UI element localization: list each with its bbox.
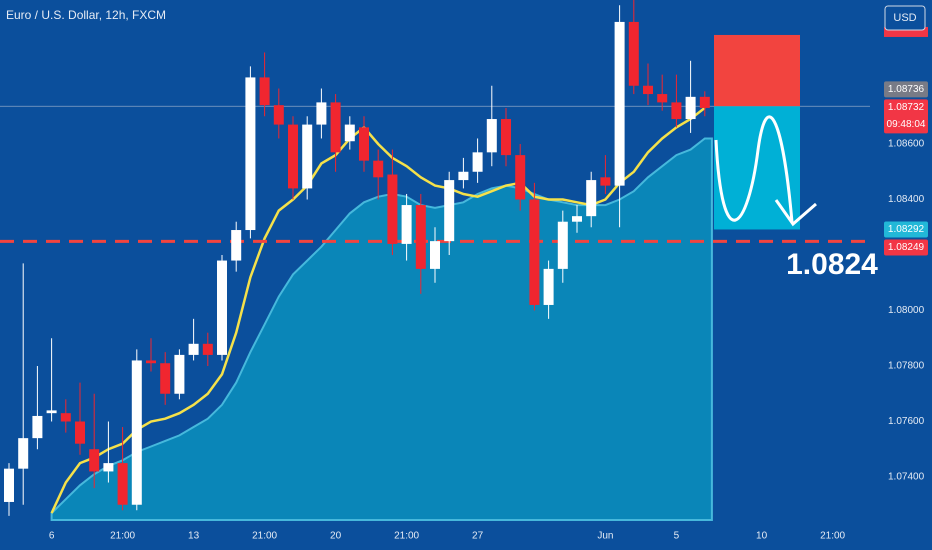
candle-body	[501, 119, 511, 156]
y-tick-label: 1.08000	[888, 305, 925, 316]
candle-body	[586, 180, 597, 217]
candle-body	[131, 360, 142, 505]
candle-body	[32, 415, 43, 439]
x-tick-label: 20	[330, 531, 342, 542]
x-tick-label: 21:00	[110, 531, 135, 542]
candle-body	[444, 180, 455, 242]
candle-body	[359, 127, 369, 161]
currency-label[interactable]: USD	[893, 12, 916, 24]
candle-body	[160, 363, 171, 394]
candle-body	[430, 241, 440, 269]
price-label: 1.08732	[888, 102, 925, 113]
candle-body	[245, 77, 256, 231]
candle-body	[316, 102, 327, 125]
candle-body	[330, 102, 341, 153]
candle-body	[117, 463, 128, 505]
candle-body	[273, 105, 284, 125]
price-label-box	[884, 99, 928, 134]
y-tick-label: 1.07400	[888, 472, 925, 483]
price-label-box	[884, 81, 928, 98]
candle-body	[174, 354, 185, 394]
candle-body	[671, 102, 682, 120]
candle-body	[89, 449, 100, 472]
candle-body	[472, 152, 483, 172]
stop-price-box	[884, 26, 928, 37]
x-tick-label: 27	[472, 531, 484, 542]
x-tick-label: 6	[49, 531, 55, 542]
candle-body	[75, 421, 85, 444]
candle-body	[699, 96, 710, 108]
x-tick-label: 21:00	[252, 531, 277, 542]
currency-button[interactable]	[884, 5, 926, 31]
price-label: 1.08292	[888, 224, 925, 235]
candle-body	[60, 413, 71, 422]
drawn-arrow	[714, 115, 817, 227]
chart-title: Euro / U.S. Dollar, 12h, FXCM	[6, 8, 166, 22]
candle-body	[387, 174, 398, 244]
x-tick-label: 21:00	[820, 531, 845, 542]
x-tick-label: 21:00	[394, 531, 419, 542]
stop-zone	[714, 34, 800, 107]
x-tick-label: 5	[674, 531, 680, 542]
candle-body	[231, 230, 242, 261]
x-tick-label: 10	[756, 531, 768, 542]
candle-body	[46, 410, 57, 414]
price-label-box	[884, 239, 928, 256]
price-label: 1.08249	[888, 242, 925, 253]
candle-body	[18, 438, 29, 469]
candle-body	[458, 171, 469, 181]
x-tick-label: 13	[188, 531, 200, 542]
candle-body	[344, 124, 355, 142]
candle-body	[259, 77, 270, 106]
candle-body	[146, 360, 156, 364]
candle-body	[614, 21, 625, 186]
candle-body	[103, 463, 114, 472]
candle-body	[643, 85, 653, 95]
candle-body	[373, 160, 384, 178]
price-label-box	[884, 221, 928, 238]
candle-body	[486, 119, 497, 153]
candle-body	[628, 21, 639, 86]
candle-body	[572, 216, 582, 222]
candle-body	[302, 124, 313, 189]
candle-body	[557, 221, 568, 269]
price-label: 1.08736	[888, 84, 925, 95]
candle-body	[515, 155, 526, 200]
price-countdown: 09:48:04	[887, 119, 926, 130]
annotation: 1.0824	[786, 248, 878, 281]
candle-body	[202, 343, 213, 355]
candle-body	[657, 94, 668, 103]
candle-body	[217, 260, 227, 355]
x-tick-label: Jun	[597, 531, 613, 542]
y-tick-label: 1.07800	[888, 361, 925, 372]
candle-body	[401, 205, 412, 244]
candle-body	[529, 199, 540, 305]
y-tick-label: 1.07600	[888, 416, 925, 427]
candle-body	[543, 268, 554, 305]
candle-body	[4, 468, 14, 502]
y-tick-label: 1.08400	[888, 194, 925, 205]
candle-body	[188, 343, 199, 355]
candle-body	[600, 177, 611, 186]
candle-body	[415, 205, 426, 269]
y-tick-label: 1.08600	[888, 139, 925, 150]
candle-body	[288, 124, 298, 189]
candle-body	[685, 96, 696, 120]
